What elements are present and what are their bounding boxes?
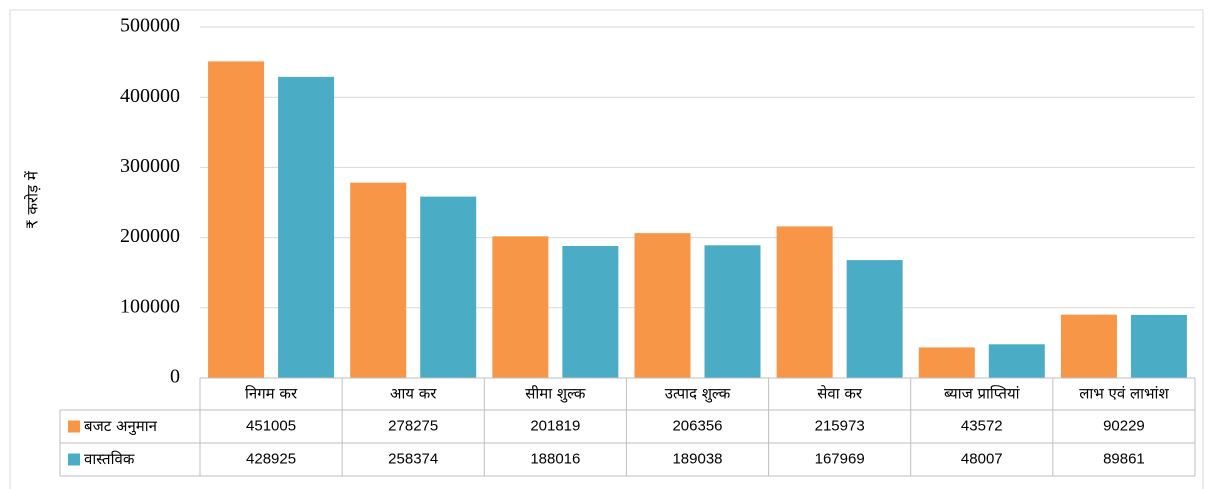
x-tick-label: ब्याज प्राप्तियां [944, 385, 1021, 403]
table-value: 206356 [672, 417, 722, 434]
table-value: 278275 [388, 417, 438, 434]
table-value: 188016 [530, 450, 580, 467]
table-value: 428925 [246, 450, 296, 467]
x-tick-label: उत्पाद शुल्क [665, 385, 731, 404]
bar [208, 61, 265, 378]
bar [562, 246, 619, 378]
bar [846, 260, 903, 378]
table-value: 451005 [246, 417, 296, 434]
bar [918, 347, 975, 378]
bar [420, 196, 477, 378]
table-value: 90229 [1103, 417, 1145, 434]
table-value: 215973 [815, 417, 865, 434]
legend-label: वास्तविक [84, 450, 135, 468]
legend-label: बजट अनुमान [84, 417, 158, 436]
x-tick-label: निगम कर [245, 385, 298, 403]
y-tick-label: 100000 [120, 295, 180, 317]
x-tick-label: आय कर [390, 385, 437, 403]
x-tick-label: सीमा शुल्क [525, 385, 586, 404]
bar [350, 182, 407, 378]
y-tick-label: 400000 [120, 85, 180, 107]
bar [492, 236, 549, 378]
bar [776, 226, 833, 378]
x-tick-label: लाभ एवं लाभांश [1079, 385, 1169, 403]
y-axis-label: ₹ करोड़ में [24, 170, 42, 229]
x-tick-label: सेवा कर [817, 385, 863, 403]
table-value: 89861 [1103, 450, 1145, 467]
bar [988, 344, 1045, 378]
y-tick-label: 0 [170, 366, 180, 388]
legend-swatch [68, 420, 80, 433]
table-value: 48007 [961, 450, 1003, 467]
legend-swatch [68, 453, 80, 466]
bar [704, 245, 761, 378]
y-tick-label: 500000 [120, 15, 180, 37]
bar [634, 233, 691, 378]
table-value: 258374 [388, 450, 438, 467]
y-tick-label: 200000 [120, 225, 180, 247]
bar [278, 76, 335, 378]
table-value: 189038 [672, 450, 722, 467]
table-value: 201819 [530, 417, 580, 434]
bar [1130, 314, 1187, 378]
chart-frame [9, 9, 1204, 489]
bar [1060, 314, 1117, 378]
table-value: 167969 [815, 450, 865, 467]
y-tick-label: 300000 [120, 155, 180, 177]
table-value: 43572 [961, 417, 1003, 434]
